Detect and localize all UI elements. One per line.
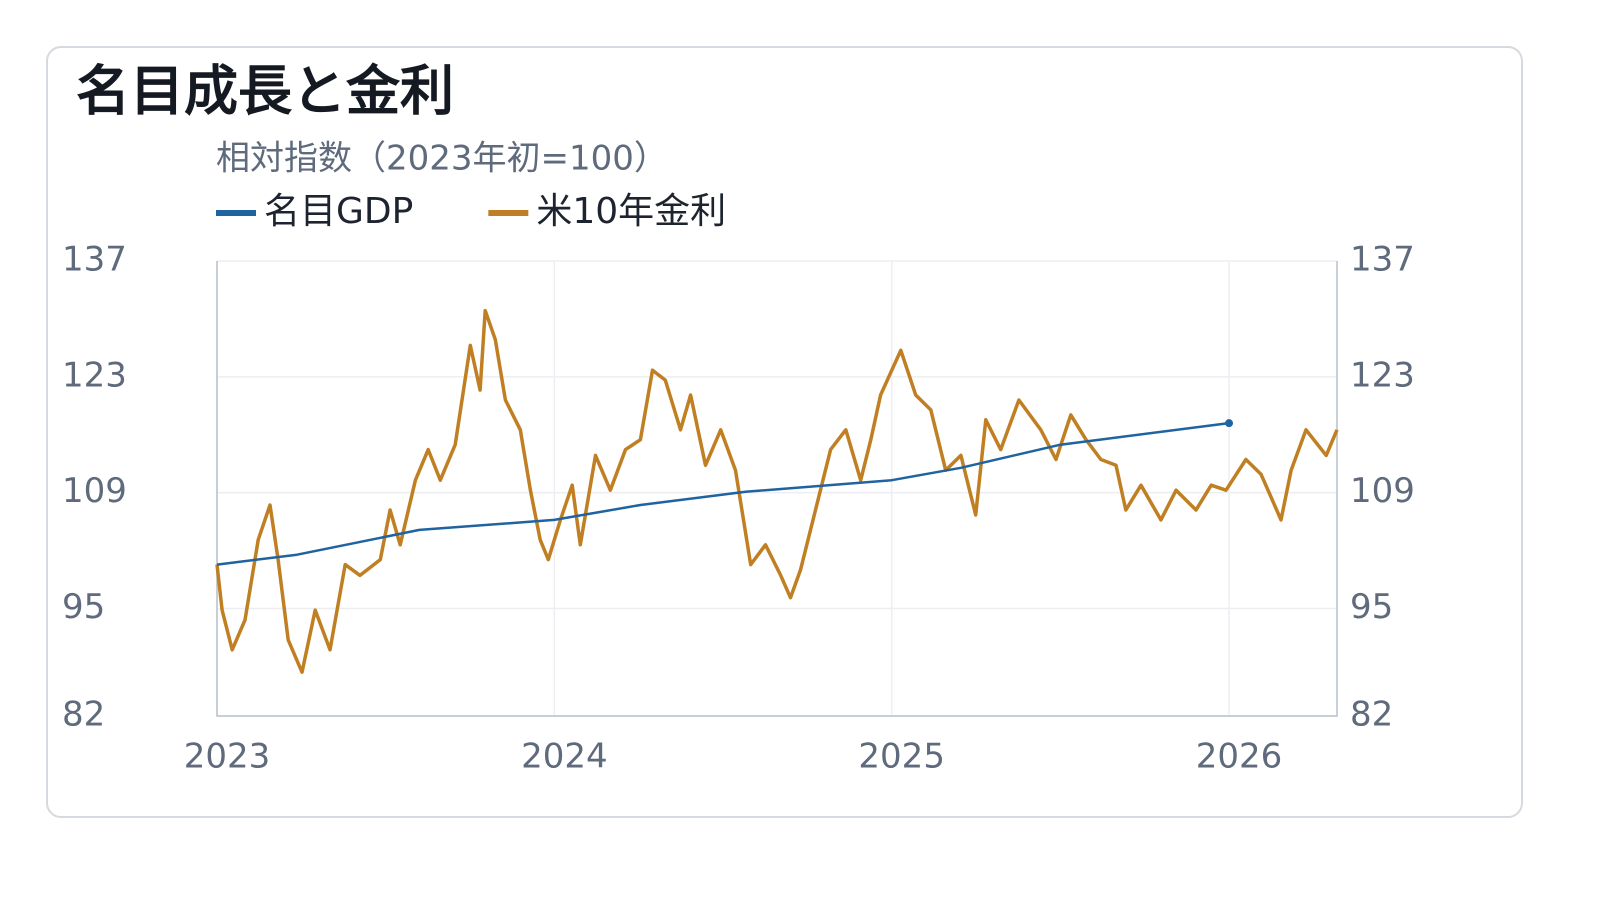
x-tick-label: 2023 <box>184 737 271 777</box>
y-tick-label: 123 <box>62 355 127 395</box>
chart-title: 名目成長と金利 <box>76 60 454 123</box>
chart-subtitle: 相対指数（2023年初=100） <box>216 139 668 179</box>
series-line <box>216 421 1230 566</box>
end-marker <box>1225 419 1234 428</box>
card <box>46 46 1523 818</box>
axis-frame <box>216 261 1338 717</box>
x-tick-label: 2026 <box>1196 737 1283 777</box>
y2-tick-label: 82 <box>1350 695 1393 735</box>
y2-tick-label: 109 <box>1350 471 1415 511</box>
y-tick-label: 95 <box>62 587 105 627</box>
y2-tick-label: 123 <box>1350 355 1415 395</box>
y-tick-label: 109 <box>62 471 127 511</box>
y2-tick-label: 95 <box>1350 587 1393 627</box>
series-line <box>215 308 1339 674</box>
y2-tick-label: 137 <box>1350 240 1415 280</box>
x-tick-label: 2025 <box>858 737 945 777</box>
legend-label: 名目GDP <box>264 191 413 232</box>
y-tick-label: 82 <box>62 695 105 735</box>
y-tick-label: 137 <box>62 240 127 280</box>
x-tick-label: 2024 <box>521 737 608 777</box>
legend-label: 米10年金利 <box>536 191 726 232</box>
